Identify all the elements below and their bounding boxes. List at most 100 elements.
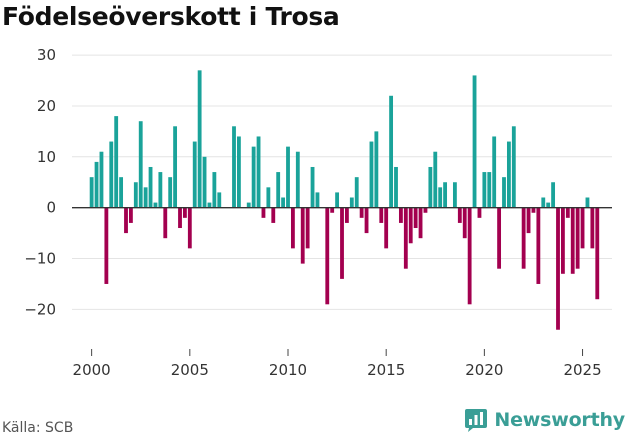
bar: [497, 207, 502, 269]
bar: [187, 207, 192, 249]
bar: [290, 207, 295, 249]
bar: [526, 207, 531, 234]
bar: [428, 166, 433, 208]
y-tick-label: 10: [37, 148, 56, 166]
x-tick-label: 2005: [171, 361, 209, 379]
bar: [418, 207, 423, 239]
bar: [256, 136, 261, 208]
brand-name: Newsworthy: [494, 409, 625, 431]
bar: [349, 197, 354, 208]
bar: [182, 207, 187, 218]
bar: [246, 202, 251, 208]
bar: [138, 121, 143, 208]
bar: [560, 207, 565, 274]
bar: [340, 207, 344, 279]
bar: [565, 207, 570, 218]
bar: [168, 177, 173, 208]
bar: [281, 197, 286, 208]
bar: [99, 151, 104, 208]
bar: [158, 172, 163, 208]
x-tick-label: 2000: [73, 361, 111, 379]
bar: [580, 207, 585, 249]
bar: [325, 207, 330, 305]
bar: [394, 166, 398, 208]
bar: [119, 177, 124, 208]
bar: [359, 207, 364, 218]
bar: [94, 161, 99, 208]
bar: [276, 172, 281, 208]
bar: [128, 207, 133, 223]
bar: [398, 207, 403, 223]
bar: [114, 116, 119, 208]
bar: [472, 75, 477, 208]
bar: [178, 207, 182, 229]
bar: [590, 207, 595, 249]
bar: [556, 207, 560, 330]
bar: [452, 182, 457, 208]
bar: [300, 207, 305, 264]
bar: [379, 207, 384, 223]
bar: [173, 126, 178, 208]
bar: [310, 166, 315, 208]
y-tick-label: −20: [24, 300, 56, 318]
bar: [236, 136, 241, 208]
chart-title: Födelseöverskott i Trosa: [2, 2, 340, 31]
bar: [266, 187, 271, 208]
bar: [148, 166, 153, 208]
x-tick-label: 2010: [269, 361, 307, 379]
bar: [570, 207, 575, 274]
bar: [124, 207, 128, 234]
bar: [133, 182, 138, 208]
bar: [207, 202, 212, 208]
bar: [433, 151, 438, 208]
y-tick-label: −10: [24, 250, 56, 268]
source-note: Källa: SCB: [2, 420, 74, 436]
newsworthy-logo-icon: [465, 409, 488, 432]
bar: [104, 207, 109, 284]
bar: [438, 187, 443, 208]
bar: [585, 197, 590, 208]
x-tick-label: 2020: [465, 361, 503, 379]
bar: [443, 182, 448, 208]
bar: [413, 207, 418, 229]
bars: [89, 70, 600, 330]
bar: [369, 141, 374, 208]
bar: [384, 207, 389, 249]
bar: [295, 151, 300, 208]
bar: [487, 172, 492, 208]
bar: [163, 207, 168, 239]
bar: [305, 207, 310, 249]
bar: [541, 197, 546, 208]
bar: [217, 192, 222, 208]
bar: [502, 177, 506, 208]
bar: [374, 131, 379, 208]
bar: [575, 207, 580, 269]
bar: [467, 207, 472, 305]
y-tick-label: 30: [37, 46, 56, 64]
x-tick-labels: 2000 2005 2010 2015 2020 2025: [73, 349, 602, 379]
bar: [330, 207, 335, 213]
bar: [511, 126, 516, 208]
bar: [403, 207, 408, 269]
bar: [192, 141, 197, 208]
bar: [109, 141, 114, 208]
y-tick-label: 20: [37, 97, 56, 115]
bar: [143, 187, 148, 208]
bar: [595, 207, 600, 300]
bar: [335, 192, 340, 208]
y-tick-labels: 30 20 10 0 −10 −20: [24, 46, 56, 318]
bar: [315, 192, 320, 208]
bar: [153, 202, 158, 208]
bar: [197, 70, 202, 208]
bar: [492, 136, 497, 208]
bar: [536, 207, 541, 284]
bar: [551, 182, 556, 208]
bar: [531, 207, 536, 213]
bar: [232, 126, 236, 208]
bar: [89, 177, 94, 208]
bar: [364, 207, 369, 234]
bar: [457, 207, 462, 223]
bar: [482, 172, 487, 208]
bar: [271, 207, 276, 223]
y-tick-label: 0: [46, 199, 56, 217]
